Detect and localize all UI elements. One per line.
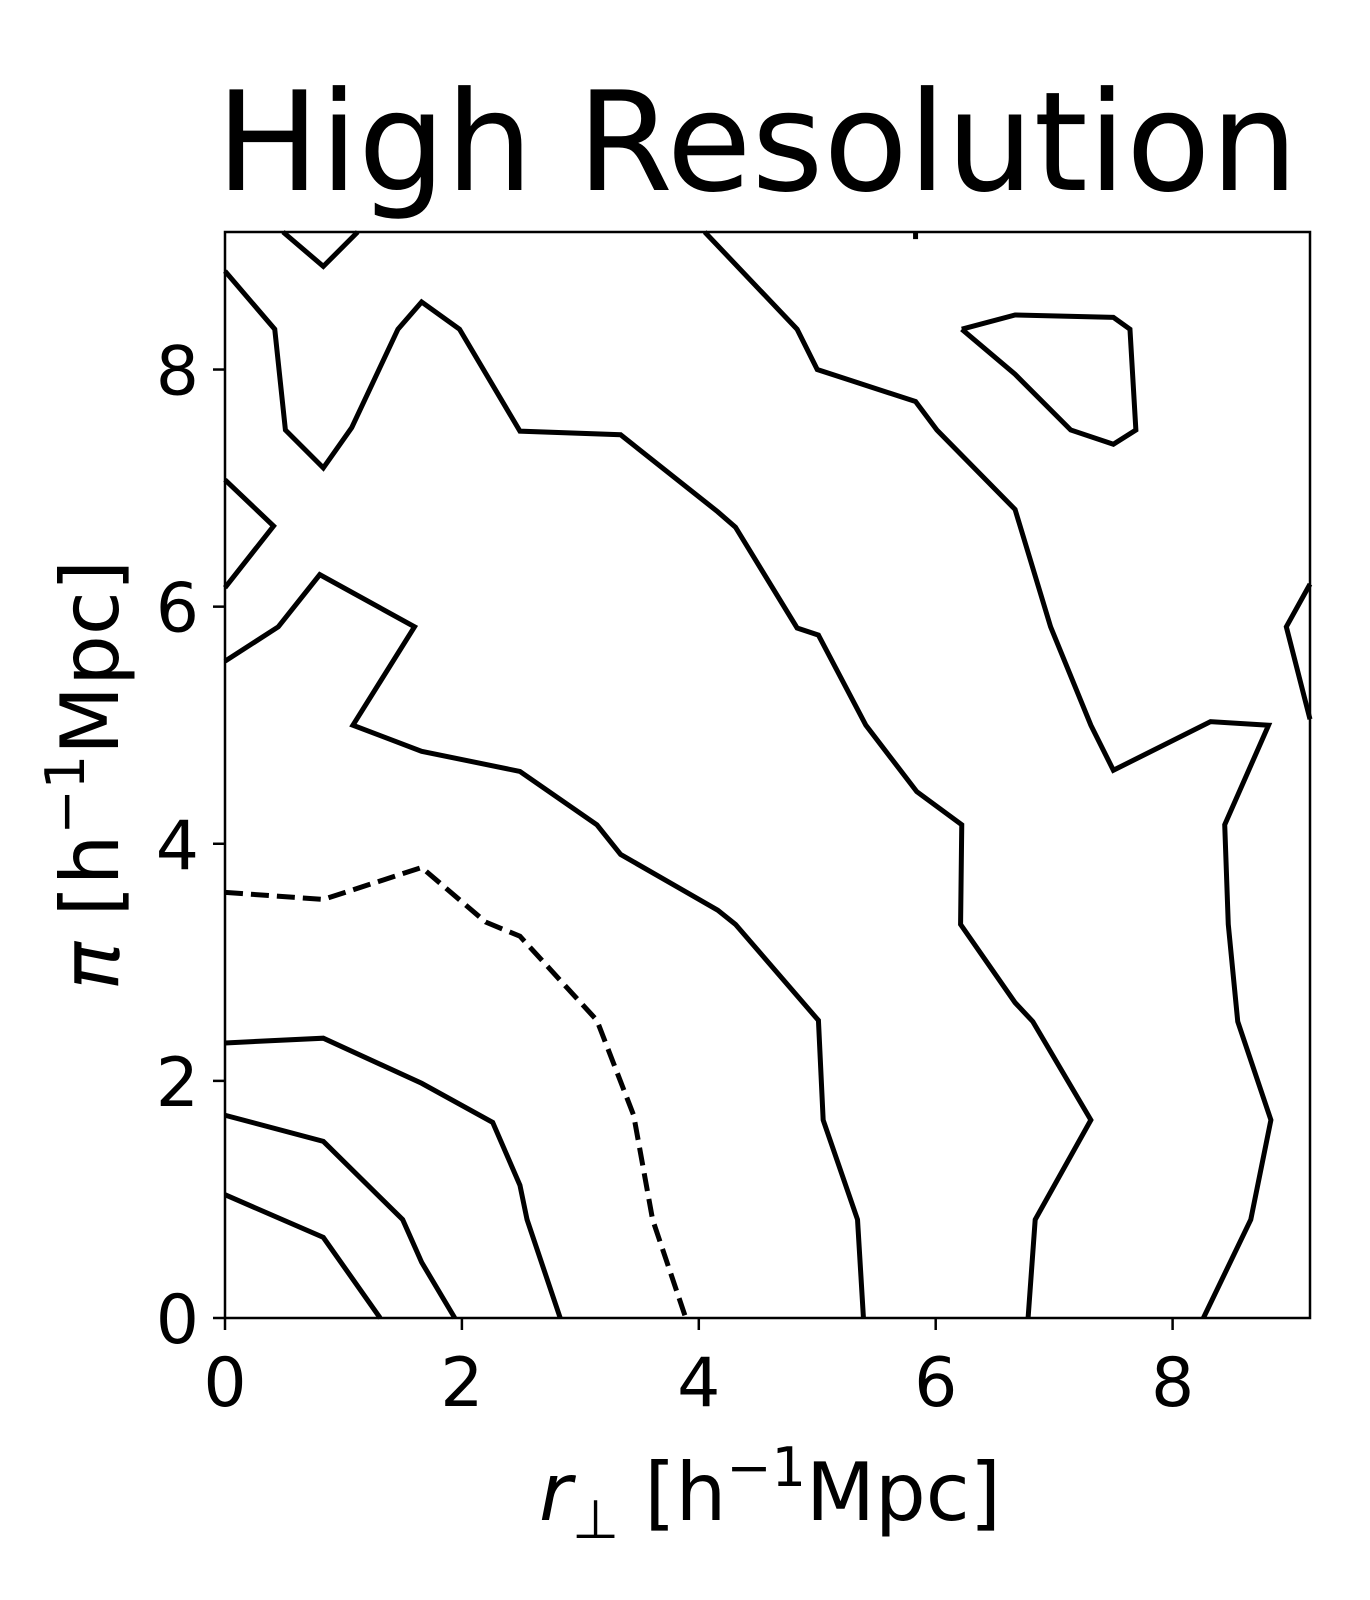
x-tick-label: 4	[677, 1344, 720, 1423]
chart-title: High Resolution	[216, 62, 1298, 223]
contour-line-1	[224, 1112, 457, 1320]
contour-line-4	[223, 571, 866, 1319]
contour-line-8	[702, 230, 1274, 1320]
contour-line-5	[223, 477, 277, 590]
y-tick-label: 8	[156, 333, 199, 412]
contour-line-2	[224, 1035, 563, 1319]
y-tick-label: 0	[156, 1281, 199, 1360]
x-tick-label: 8	[1151, 1344, 1194, 1423]
x-axis-ticks: 0 2 4 6 8	[203, 1318, 1194, 1423]
x-tick-label: 2	[440, 1344, 483, 1423]
contour-line-9	[960, 312, 1139, 447]
contour-line-0	[224, 1192, 383, 1320]
x-axis-label: r⊥ [h−1Mpc]	[539, 1436, 1001, 1551]
y-tick-label: 2	[156, 1044, 199, 1123]
contour-line-3	[224, 864, 689, 1319]
contour-line-7	[281, 230, 360, 270]
plot-area	[223, 230, 1313, 1320]
x-tick-label: 0	[203, 1344, 246, 1423]
y-axis-ticks: 0 2 4 6 8	[156, 333, 225, 1360]
x-tick-label: 6	[914, 1344, 957, 1423]
axes-frame	[223, 230, 1312, 1320]
contour-line-10	[1283, 582, 1313, 720]
y-tick-label: 4	[156, 807, 199, 886]
contour-line-6	[223, 269, 1094, 1319]
y-axis-label: π [h−1Mpc]	[34, 560, 137, 990]
y-tick-label: 6	[156, 570, 199, 649]
